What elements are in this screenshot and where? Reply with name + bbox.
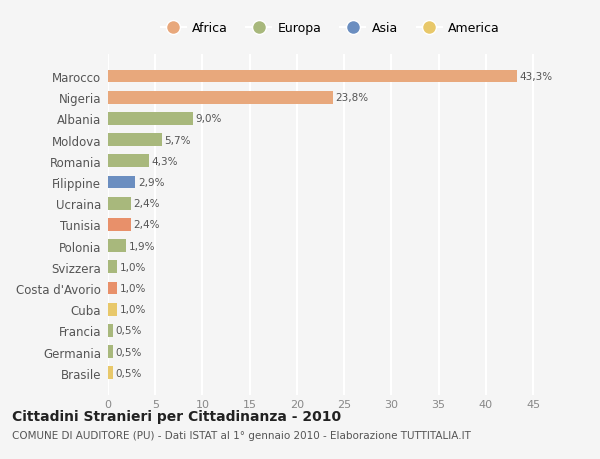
Text: 23,8%: 23,8%: [335, 93, 369, 103]
Text: Cittadini Stranieri per Cittadinanza - 2010: Cittadini Stranieri per Cittadinanza - 2…: [12, 409, 341, 423]
Text: 9,0%: 9,0%: [196, 114, 222, 124]
Text: 0,5%: 0,5%: [116, 347, 142, 357]
Text: 1,0%: 1,0%: [120, 283, 146, 293]
Bar: [108, 303, 118, 316]
Text: 43,3%: 43,3%: [520, 72, 553, 82]
Bar: [108, 346, 113, 358]
Text: 2,9%: 2,9%: [138, 178, 165, 188]
Text: 0,5%: 0,5%: [116, 368, 142, 378]
Bar: [108, 92, 333, 104]
Bar: [108, 176, 136, 189]
Bar: [108, 71, 517, 83]
Text: COMUNE DI AUDITORE (PU) - Dati ISTAT al 1° gennaio 2010 - Elaborazione TUTTITALI: COMUNE DI AUDITORE (PU) - Dati ISTAT al …: [12, 431, 471, 440]
Bar: [108, 240, 126, 252]
Bar: [108, 218, 131, 231]
Bar: [108, 113, 193, 125]
Text: 2,4%: 2,4%: [134, 220, 160, 230]
Bar: [108, 367, 113, 379]
Text: 4,3%: 4,3%: [151, 157, 178, 167]
Text: 5,7%: 5,7%: [164, 135, 191, 146]
Bar: [108, 325, 113, 337]
Legend: Africa, Europa, Asia, America: Africa, Europa, Asia, America: [155, 17, 505, 40]
Bar: [108, 155, 149, 168]
Bar: [108, 197, 131, 210]
Bar: [108, 261, 118, 274]
Text: 1,0%: 1,0%: [120, 304, 146, 314]
Text: 2,4%: 2,4%: [134, 199, 160, 209]
Text: 1,0%: 1,0%: [120, 262, 146, 272]
Bar: [108, 134, 162, 147]
Bar: [108, 282, 118, 295]
Text: 1,9%: 1,9%: [129, 241, 155, 251]
Text: 0,5%: 0,5%: [116, 326, 142, 336]
